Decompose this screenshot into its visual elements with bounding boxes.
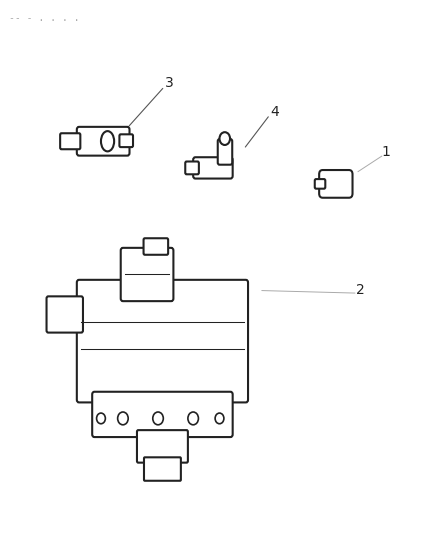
Circle shape — [219, 132, 230, 145]
Text: 2: 2 — [355, 284, 364, 297]
Ellipse shape — [101, 131, 114, 151]
Text: 1: 1 — [381, 145, 390, 159]
Circle shape — [152, 412, 163, 425]
Text: -- - . . . .: -- - . . . . — [9, 13, 79, 23]
FancyBboxPatch shape — [185, 161, 198, 174]
FancyBboxPatch shape — [60, 133, 80, 149]
FancyBboxPatch shape — [217, 139, 232, 165]
FancyBboxPatch shape — [120, 248, 173, 301]
FancyBboxPatch shape — [119, 134, 133, 147]
Circle shape — [117, 412, 128, 425]
Circle shape — [215, 413, 223, 424]
FancyBboxPatch shape — [144, 457, 180, 481]
FancyBboxPatch shape — [46, 296, 83, 333]
Circle shape — [187, 412, 198, 425]
FancyBboxPatch shape — [143, 238, 168, 255]
FancyBboxPatch shape — [318, 170, 352, 198]
FancyBboxPatch shape — [77, 280, 247, 402]
FancyBboxPatch shape — [314, 179, 325, 189]
FancyBboxPatch shape — [137, 430, 187, 463]
FancyBboxPatch shape — [92, 392, 232, 437]
FancyBboxPatch shape — [77, 127, 129, 156]
Text: 4: 4 — [269, 105, 278, 119]
FancyBboxPatch shape — [193, 157, 232, 179]
Circle shape — [96, 413, 105, 424]
Text: 3: 3 — [164, 76, 173, 90]
